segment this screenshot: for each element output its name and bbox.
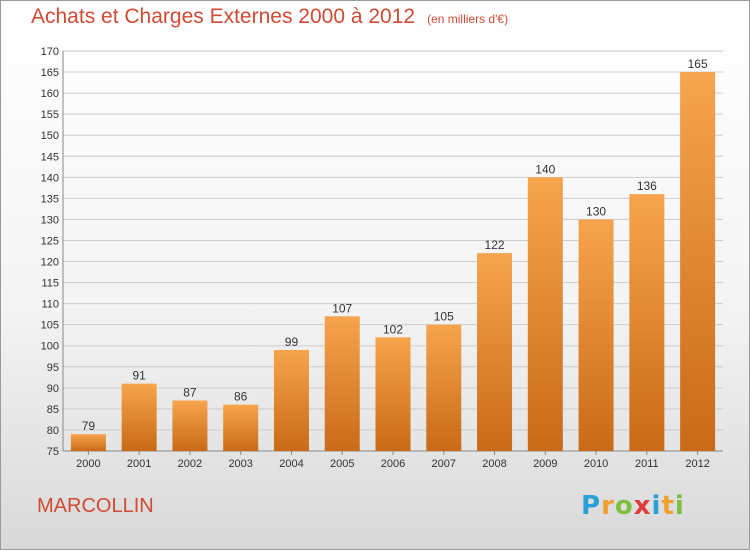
y-tick-label: 130 <box>41 214 59 226</box>
data-label: 136 <box>637 179 657 193</box>
x-tick-label: 2002 <box>178 458 202 470</box>
logo-letter: i <box>674 491 685 521</box>
data-label: 86 <box>234 390 248 404</box>
y-tick-label: 145 <box>41 151 59 163</box>
y-tick-label: 170 <box>41 46 59 58</box>
data-label: 99 <box>285 335 299 349</box>
logo-letter: t <box>661 491 675 521</box>
logo-letter: o <box>614 491 634 521</box>
proxiti-logo: Proxiti <box>581 491 685 521</box>
logo-letter: i <box>651 491 662 521</box>
y-tick-label: 150 <box>41 130 59 142</box>
x-tick-label: 2005 <box>330 458 354 470</box>
data-label: 102 <box>383 322 403 336</box>
commune-name: MARCOLLIN <box>37 495 154 517</box>
y-tick-label: 80 <box>47 425 59 437</box>
y-tick-label: 165 <box>41 67 59 79</box>
x-tick-label: 2003 <box>228 458 252 470</box>
data-label: 130 <box>586 204 606 218</box>
bar <box>527 177 563 451</box>
y-tick-label: 115 <box>41 278 59 290</box>
y-tick-label: 160 <box>41 88 59 100</box>
x-tick-label: 2000 <box>76 458 100 470</box>
x-tick-label: 2008 <box>482 458 506 470</box>
data-label: 140 <box>535 162 555 176</box>
logo-letter: P <box>581 491 602 521</box>
bar <box>578 219 614 451</box>
subtitle-text: (en milliers d'€) <box>427 12 509 26</box>
x-tick-label: 2009 <box>533 458 557 470</box>
bar <box>477 253 513 451</box>
data-label: 87 <box>183 385 197 399</box>
bar <box>426 324 462 451</box>
y-tick-label: 105 <box>41 320 59 332</box>
logo-letter: x <box>633 491 652 521</box>
x-tick-label: 2012 <box>685 458 709 470</box>
y-tick-label: 110 <box>41 299 59 311</box>
bars <box>70 72 716 451</box>
data-label: 165 <box>688 57 708 71</box>
bar <box>375 337 411 451</box>
x-tick-label: 2001 <box>127 458 151 470</box>
x-tick-label: 2007 <box>432 458 456 470</box>
y-tick-label: 75 <box>47 446 59 458</box>
data-label: 79 <box>82 419 96 433</box>
x-tick-label: 2004 <box>279 458 303 470</box>
data-label: 105 <box>434 310 454 324</box>
bar <box>70 434 106 451</box>
bar <box>172 400 208 451</box>
y-tick-label: 125 <box>41 235 59 247</box>
y-tick-label: 120 <box>41 257 59 269</box>
bar <box>324 316 360 451</box>
y-tick-label: 100 <box>41 341 59 353</box>
title-text: Achats et Charges Externes 2000 à 2012 <box>31 5 416 28</box>
data-label: 107 <box>332 301 352 315</box>
bar <box>273 349 309 451</box>
y-tick-label: 95 <box>47 362 59 374</box>
y-tick-label: 90 <box>47 383 59 395</box>
bar <box>223 404 259 451</box>
x-tick-label: 2006 <box>381 458 405 470</box>
data-label: 91 <box>132 369 146 383</box>
y-tick-label: 135 <box>41 193 59 205</box>
data-label: 122 <box>485 238 505 252</box>
y-tick-label: 85 <box>47 404 59 416</box>
bar <box>121 383 157 451</box>
logo-letter: r <box>601 491 615 521</box>
bar <box>680 72 716 451</box>
chart-title: Achats et Charges Externes 2000 à 2012 (e… <box>31 5 508 29</box>
y-tick-label: 155 <box>41 109 59 121</box>
bar <box>629 194 665 451</box>
x-tick-label: 2011 <box>635 458 659 470</box>
y-tick-label: 140 <box>41 172 59 184</box>
labels: 75 80 85 90 95 100 105 110 115 120 125 130 135 140 145… <box>41 46 710 470</box>
x-tick-label: 2010 <box>584 458 608 470</box>
